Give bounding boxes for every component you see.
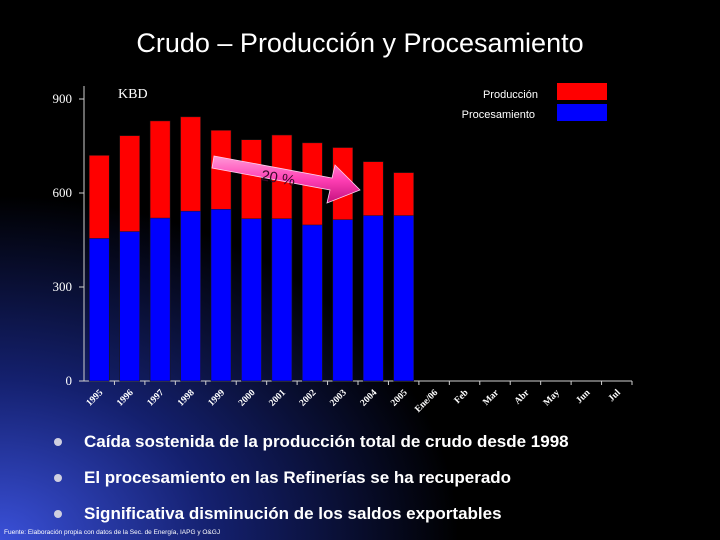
legend: Producción Procesamiento: [462, 83, 607, 121]
bullet-item: Caída sostenida de la producción total d…: [48, 424, 569, 460]
bar-procesamiento: [271, 218, 293, 382]
trend-arrow-shape: [211, 155, 361, 204]
x-tick-label: 2000: [237, 388, 258, 409]
x-tick-label: 2004: [359, 388, 380, 409]
x-tick-label: 2005: [389, 388, 410, 409]
trend-arrow-label: 20 %: [260, 167, 297, 190]
bullet-list: Caída sostenida de la producción total d…: [48, 424, 569, 532]
bar-procesamiento: [88, 238, 110, 382]
source-footnote: Fuente: Elaboración propia con datos de …: [4, 529, 221, 536]
legend-swatch-produccion: [557, 83, 607, 100]
bullet-text: El procesamiento en las Refinerías se ha…: [84, 468, 512, 487]
x-tick-label: Feb: [453, 388, 471, 406]
bullet-item: Significativa disminución de los saldos …: [48, 496, 569, 532]
bar-procesamiento: [332, 219, 354, 382]
bar-procesamiento: [149, 217, 171, 382]
trend-arrow: 20 %: [211, 155, 361, 204]
bar-procesamiento: [241, 218, 262, 382]
x-tick-label: Mar: [481, 387, 501, 407]
x-tick-label: 1997: [146, 388, 167, 409]
x-tick-label: May: [542, 388, 562, 408]
slide-title: Crudo – Producción y Procesamiento: [136, 28, 584, 58]
axis-layer: [79, 86, 633, 385]
y-tick-label: 900: [53, 91, 73, 106]
bullet-dot-icon: [54, 474, 62, 482]
bar-procesamiento: [302, 224, 323, 382]
x-tick-label: 1998: [176, 388, 197, 409]
bar-procesamiento: [362, 215, 384, 382]
x-tick-label: 1999: [207, 388, 228, 409]
y-tick-label: 0: [66, 373, 73, 388]
legend-swatch-procesamiento: [557, 104, 607, 121]
bullet-item: El procesamiento en las Refinerías se ha…: [48, 460, 569, 496]
bullet-text: Significativa disminución de los saldos …: [84, 504, 502, 523]
x-tick-label: 1995: [85, 388, 106, 409]
x-tick-label: Jun: [575, 388, 593, 406]
y-tick-label: 600: [53, 185, 73, 200]
bar-procesamiento: [180, 210, 201, 382]
y-tick-label: 300: [53, 279, 73, 294]
x-tick-label: Jul: [607, 388, 623, 404]
bullet-text: Caída sostenida de la producción total d…: [84, 432, 569, 451]
legend-label-procesamiento: Procesamiento: [462, 109, 535, 121]
x-tick-label: 2001: [268, 388, 289, 409]
unit-label: KBD: [118, 87, 148, 102]
bar-procesamiento: [210, 209, 232, 382]
bullet-dot-icon: [54, 438, 62, 446]
x-tick-label: Abr: [513, 388, 532, 407]
x-tick-label: 1996: [115, 388, 136, 409]
legend-label-produccion: Producción: [483, 89, 538, 101]
bar-procesamiento: [119, 231, 140, 382]
bullet-dot-icon: [54, 510, 62, 518]
x-tick-label: 2002: [298, 388, 319, 409]
bars-layer: [88, 116, 414, 382]
bar-procesamiento: [393, 215, 414, 382]
x-tick-label: 2003: [328, 388, 349, 409]
x-tick-label: Ene/06: [413, 388, 440, 415]
